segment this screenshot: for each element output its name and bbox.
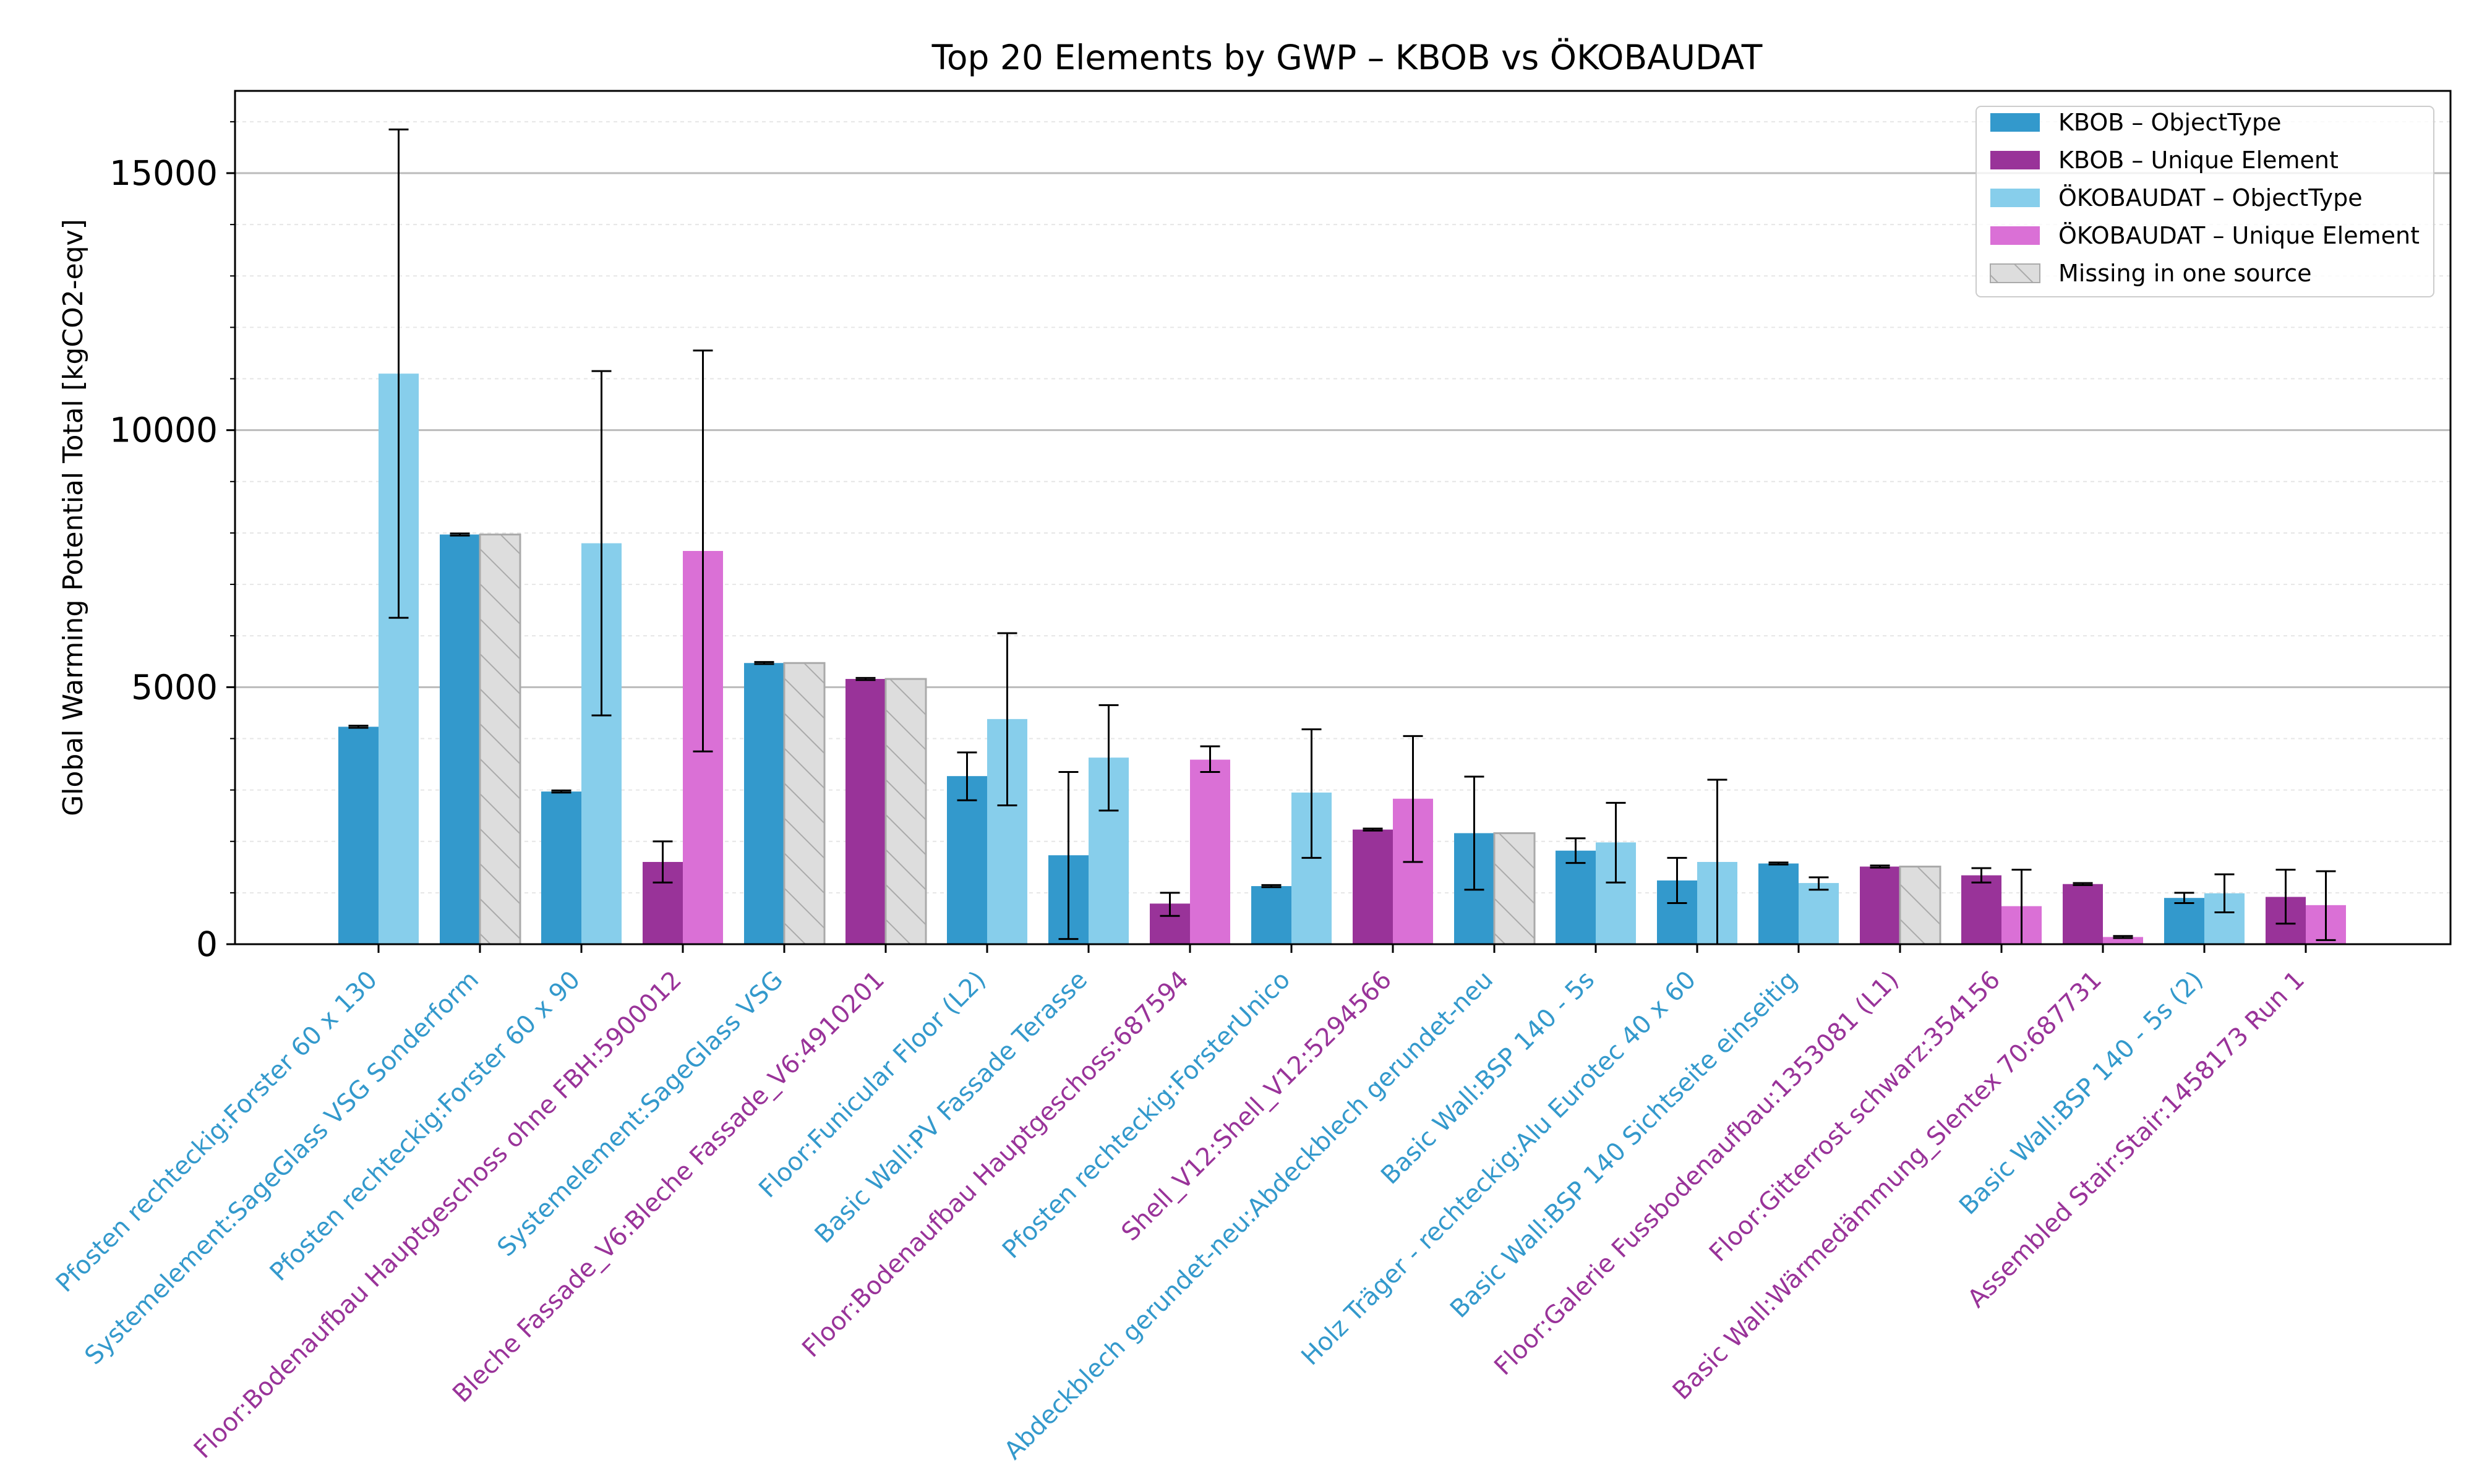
kbob-bar — [845, 679, 886, 944]
legend-label: ÖKOBAUDAT – ObjectType — [2058, 184, 2363, 211]
kbob-bar — [2063, 884, 2103, 944]
plot-area-frame — [234, 90, 2452, 945]
y-axis: 0 5000 10000 15000 — [109, 121, 235, 964]
legend-swatch — [1990, 151, 2040, 169]
kbob-bar — [744, 663, 784, 944]
legend-swatch — [1990, 189, 2040, 207]
y-tick-label: 5000 — [131, 667, 218, 707]
chart-title: Top 20 Elements by GWP – KBOB vs ÖKOBAUD… — [931, 38, 1763, 77]
y-axis-label: Global Warming Potential Total [kgCO2-eq… — [58, 219, 89, 816]
x-tick-label: Basic Wall:BSP 140 - 5s — [1376, 966, 1600, 1190]
okobaudat-bar — [2103, 937, 2143, 944]
kbob-bar — [338, 727, 379, 944]
bars-layer — [338, 373, 2346, 945]
missing-bar-hatch — [1493, 832, 1536, 945]
grid-lines — [235, 121, 2450, 893]
legend-frame — [1975, 106, 2434, 297]
legend: KBOB – ObjectType KBOB – Unique Element ÖK… — [1975, 106, 2434, 297]
x-axis: Pfosten rechteckig:Forster 60 x 130Syste… — [51, 944, 2310, 1465]
kbob-bar — [947, 776, 987, 944]
missing-bar-hatch — [783, 662, 826, 945]
legend-label: Missing in one source — [2058, 260, 2311, 287]
kbob-bar — [541, 791, 581, 944]
y-tick-label: 15000 — [109, 153, 218, 193]
y-tick-label: 10000 — [109, 411, 218, 450]
okobaudat-bar — [1799, 883, 1839, 944]
x-tick-label: Floor:Bodenaufbau Hauptgeschoss ohne FBH… — [189, 966, 687, 1464]
y-tick-label: 0 — [196, 924, 218, 964]
missing-bar-hatch — [884, 678, 927, 945]
x-tick-label: Systemelement:SageGlass VSG Sonderform — [79, 966, 484, 1371]
legend-swatch-hatch — [1990, 263, 2040, 283]
kbob-bar — [1556, 850, 1596, 944]
x-tick-label: Holz Träger - rechteckig:Alu Eurotec 40 … — [1296, 966, 1701, 1371]
x-tick-label: Abdeckblech gerundet-neu:Abdeckblech ger… — [999, 966, 1499, 1465]
kbob-bar — [1961, 875, 2001, 944]
legend-label: ÖKOBAUDAT – Unique Element — [2058, 222, 2420, 249]
kbob-bar — [1353, 829, 1393, 944]
missing-bar-hatch — [1899, 865, 1941, 945]
kbob-bar — [440, 534, 480, 944]
legend-swatch — [1990, 113, 2040, 132]
kbob-bar — [1758, 863, 1799, 944]
legend-swatch — [1990, 226, 2040, 245]
kbob-bar — [1860, 866, 1900, 944]
legend-label: KBOB – Unique Element — [2058, 147, 2339, 174]
legend-label: KBOB – ObjectType — [2058, 109, 2282, 136]
missing-bar-hatch — [479, 533, 521, 945]
x-tick-label: Basic Wall:BSP 140 Sichtseite einseitig — [1445, 966, 1803, 1324]
kbob-bar — [1251, 886, 1291, 944]
okobaudat-bar — [1190, 759, 1230, 944]
x-tick-label: Floor:Bodenaufbau Hauptgeschoss:687594 — [797, 966, 1194, 1363]
kbob-bar — [2164, 898, 2204, 944]
